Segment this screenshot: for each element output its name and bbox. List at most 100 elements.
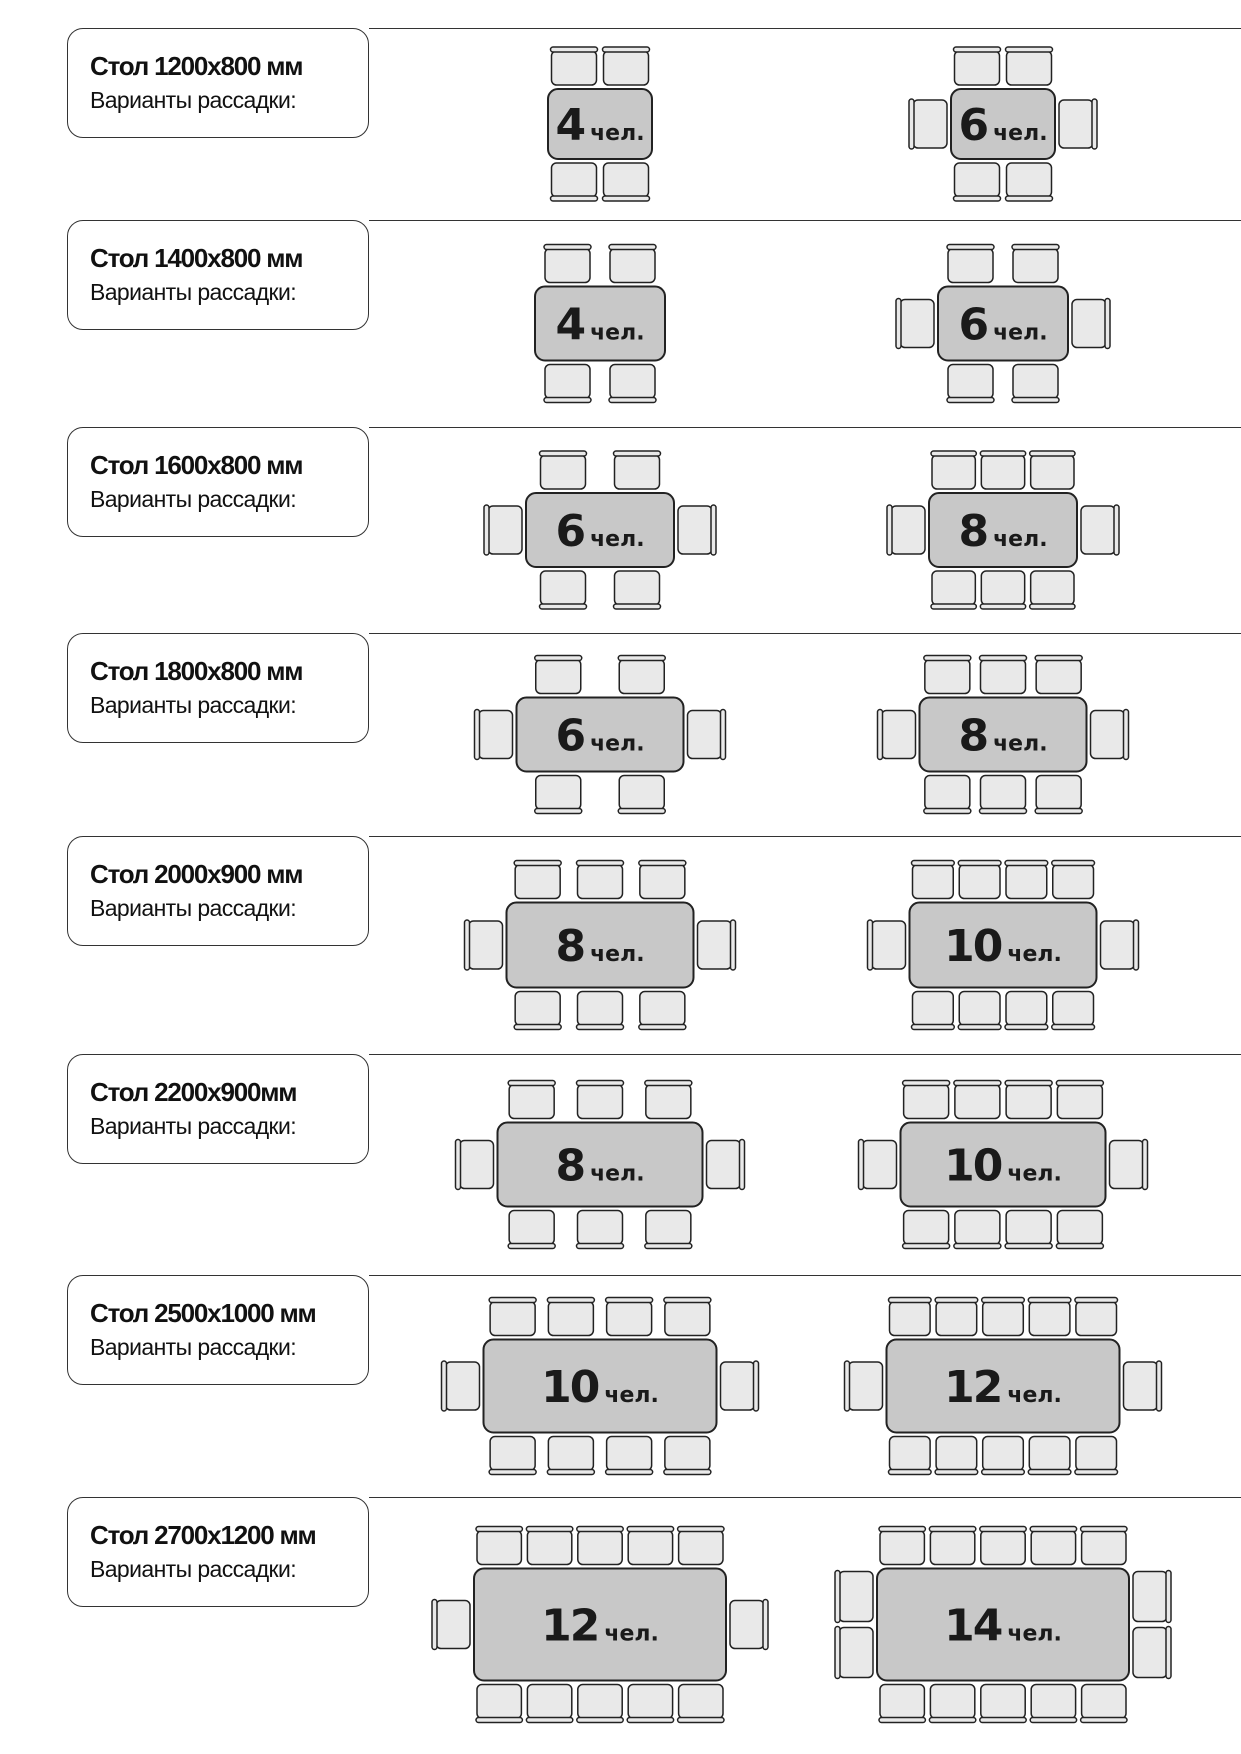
row-divider	[369, 836, 1241, 837]
chair	[601, 162, 651, 202]
chair	[876, 708, 917, 761]
seating-options-subtitle: Варианты рассадки:	[90, 87, 297, 113]
chair	[626, 1525, 675, 1566]
seating-options-subtitle: Варианты рассадки:	[90, 692, 297, 718]
chair	[612, 450, 662, 490]
chair	[546, 1296, 596, 1337]
chair	[575, 1209, 625, 1250]
chair	[1027, 1296, 1072, 1337]
table-size-label: Стол 1200x800 мм Варианты рассадки:	[67, 28, 369, 138]
chair	[886, 504, 926, 556]
capacity-label: 4 чел.	[555, 300, 644, 351]
seating-options-subtitle: Варианты рассадки:	[90, 1556, 297, 1582]
chair	[1004, 1079, 1053, 1120]
seating-options-subtitle: Варианты рассадки:	[90, 279, 297, 305]
people-count: 12	[944, 1362, 1001, 1413]
capacity-label: 6 чел.	[958, 300, 1047, 351]
capacity-label: 6 чел.	[555, 506, 644, 557]
table-size-title: Стол 1800x800 мм	[90, 656, 304, 686]
chair	[1027, 1435, 1072, 1476]
chair	[887, 1296, 932, 1337]
chair	[1004, 1209, 1053, 1250]
chair	[1004, 990, 1049, 1031]
chair	[488, 1296, 537, 1337]
chair	[1055, 1079, 1105, 1120]
capacity-label: 8 чел.	[958, 506, 1047, 557]
chair	[475, 1683, 524, 1724]
seating-variant-6: 6 чел.	[895, 243, 1111, 404]
chair	[431, 1598, 471, 1651]
capacity-label: 10 чел.	[541, 1362, 659, 1413]
people-count: 4	[555, 100, 584, 151]
chair	[910, 990, 955, 1031]
chair	[1108, 1138, 1149, 1191]
chair	[549, 46, 599, 86]
chair	[979, 570, 1027, 610]
chair	[978, 774, 1028, 815]
chair	[473, 708, 514, 761]
table	[482, 1338, 718, 1434]
table-size-title: Стол 2000x900 мм	[90, 859, 304, 889]
chair	[957, 859, 1002, 900]
seating-variant-6: 6 чел.	[483, 450, 717, 610]
table-size-title: Стол 1200x800 мм	[90, 51, 304, 81]
row-divider	[369, 1275, 1241, 1276]
table	[515, 696, 685, 773]
chair	[575, 1079, 625, 1120]
seating-variant-10: 10 чел.	[866, 859, 1140, 1031]
chair	[901, 1209, 951, 1250]
chair	[843, 1360, 884, 1412]
capacity-label: 6 чел.	[958, 100, 1047, 151]
chair	[1132, 1625, 1172, 1680]
chair	[980, 1435, 1026, 1476]
chair	[604, 1296, 654, 1337]
chair	[638, 990, 687, 1031]
chair	[440, 1360, 481, 1412]
chair	[644, 1079, 693, 1120]
row-divider	[369, 28, 1241, 29]
table	[876, 1567, 1130, 1682]
chair	[1051, 990, 1096, 1031]
chair	[538, 450, 588, 490]
chair	[617, 774, 666, 815]
table	[525, 492, 675, 568]
table-size-label: Стол 1400x800 мм Варианты рассадки:	[67, 220, 369, 330]
people-unit: чел.	[993, 732, 1048, 757]
people-unit: чел.	[1007, 942, 1062, 967]
people-count: 14	[944, 1601, 1002, 1652]
capacity-label: 8 чел.	[958, 711, 1047, 762]
chair	[696, 919, 737, 971]
seating-options-subtitle: Варианты рассадки:	[90, 1113, 297, 1139]
chair	[549, 162, 599, 202]
chair	[1079, 1683, 1128, 1724]
chair	[626, 1683, 675, 1724]
chair	[980, 1296, 1026, 1337]
chair	[1051, 859, 1096, 900]
table-size-title: Стол 2700x1200 мм	[90, 1520, 317, 1550]
chair	[513, 859, 562, 900]
seating-variant-4: 4 чел.	[547, 46, 653, 202]
chair	[663, 1296, 712, 1337]
seating-options-subtitle: Варианты рассадки:	[90, 486, 297, 512]
table-size-title: Стол 2200x900мм	[90, 1077, 297, 1107]
table	[885, 1338, 1121, 1434]
table-size-title: Стол 1600x800 мм	[90, 450, 304, 480]
chair	[454, 1138, 495, 1191]
people-unit: чел.	[590, 527, 645, 552]
chair	[575, 859, 625, 900]
chair	[1122, 1360, 1163, 1412]
chair	[1029, 1525, 1078, 1566]
table	[547, 88, 653, 160]
chair	[1074, 1296, 1119, 1337]
seating-variant-12: 12 чел.	[843, 1296, 1163, 1476]
chair	[895, 297, 935, 350]
chair	[686, 708, 727, 761]
chair	[979, 450, 1027, 490]
chair	[957, 990, 1002, 1031]
capacity-label: 14 чел.	[944, 1601, 1062, 1652]
table	[937, 285, 1069, 362]
chair	[978, 654, 1028, 695]
chair	[934, 1435, 979, 1476]
chair	[538, 570, 588, 610]
seating-options-subtitle: Варианты рассадки:	[90, 895, 297, 921]
